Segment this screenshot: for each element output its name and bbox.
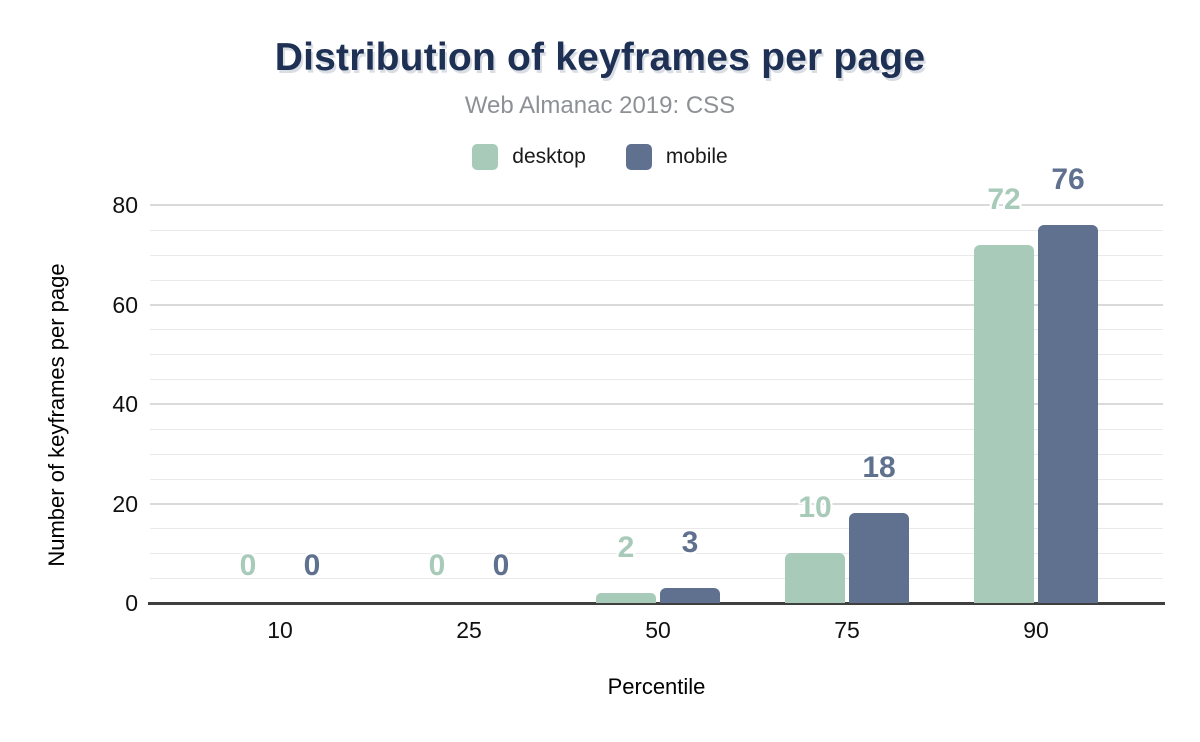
major-gridline	[150, 502, 1163, 505]
legend-label-desktop: desktop	[512, 145, 586, 168]
minor-gridline	[150, 478, 1163, 480]
mobile-bar	[660, 588, 720, 603]
mobile-bar	[849, 513, 909, 603]
desktop-bar	[785, 553, 845, 603]
major-gridline	[150, 204, 1163, 206]
legend-item-desktop: desktop	[472, 144, 586, 170]
mobile-value-label: 18	[862, 451, 896, 484]
legend: desktop mobile	[0, 144, 1200, 170]
legend-item-mobile: mobile	[625, 144, 728, 170]
minor-gridline	[150, 354, 1163, 356]
chart-title: Distribution of keyframes per page	[274, 36, 926, 79]
minor-gridline	[150, 528, 1163, 530]
minor-gridline	[150, 553, 1163, 555]
y-tick-label: 20	[112, 490, 138, 517]
minor-gridline	[150, 329, 1163, 331]
major-gridline	[150, 403, 1163, 405]
chart-subtitle: Web Almanac 2019: CSS	[464, 92, 736, 119]
x-tick-label: 75	[834, 617, 860, 643]
mobile-bar	[1038, 225, 1098, 603]
y-tick-label: 80	[112, 192, 138, 218]
mobile-swatch-icon	[625, 144, 652, 170]
x-axis-line	[148, 602, 1165, 605]
desktop-value-label: 72	[987, 183, 1021, 216]
y-tick-label: 0	[125, 590, 138, 616]
desktop-value-label: 2	[617, 531, 635, 564]
x-tick-label: 25	[456, 617, 482, 643]
x-tick-label: 50	[645, 617, 671, 643]
desktop-bar	[974, 245, 1034, 603]
desktop-value-label: 0	[428, 549, 446, 582]
legend-label-mobile: mobile	[665, 145, 728, 168]
mobile-value-label: 0	[492, 549, 510, 582]
mobile-value-label: 76	[1051, 163, 1085, 196]
desktop-bar	[596, 593, 656, 603]
minor-gridline	[150, 229, 1163, 231]
x-tick-label: 90	[1023, 617, 1049, 643]
desktop-value-label: 10	[798, 491, 832, 524]
desktop-swatch-icon	[472, 144, 499, 170]
minor-gridline	[150, 279, 1163, 281]
y-tick-label: 40	[112, 391, 138, 417]
minor-gridline	[150, 453, 1163, 455]
minor-gridline	[150, 254, 1163, 256]
mobile-value-label: 0	[303, 549, 321, 582]
x-tick-label: 10	[267, 617, 293, 643]
minor-gridline	[150, 578, 1163, 580]
major-gridline	[150, 303, 1163, 306]
x-axis-title: Percentile	[607, 674, 706, 699]
minor-gridline	[150, 379, 1163, 381]
minor-gridline	[150, 428, 1163, 430]
mobile-value-label: 3	[681, 526, 699, 559]
y-tick-label: 60	[112, 291, 138, 318]
desktop-value-label: 0	[239, 549, 257, 582]
